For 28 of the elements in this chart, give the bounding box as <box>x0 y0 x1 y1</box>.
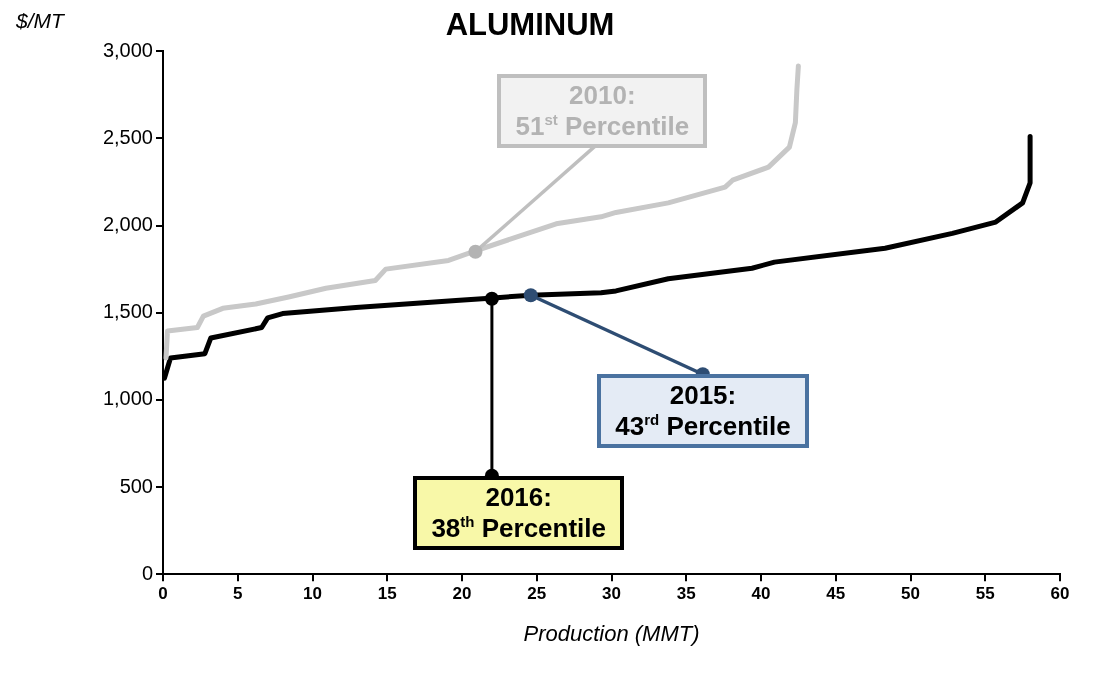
x-tick-label: 10 <box>303 584 322 604</box>
y-tick-label: 2,000 <box>102 213 153 236</box>
x-tick-label: 30 <box>602 584 621 604</box>
y-tick-label: 0 <box>141 561 153 584</box>
x-tick-label: 0 <box>158 584 168 604</box>
y-tick-label: 500 <box>119 474 153 497</box>
x-axis-title: Production (MMT) <box>523 620 700 646</box>
y-tick-label: 2,500 <box>102 125 153 148</box>
x-tick-label: 50 <box>901 584 920 604</box>
callout-box: 2010: 51$^{st}$ Percentile <box>497 73 708 148</box>
point <box>484 291 499 306</box>
callout-box: 2016: 38$^{th}$ Percentile <box>413 475 624 550</box>
x-tick-label: 5 <box>233 584 243 604</box>
callout-box: 2015: 43$^{rd}$ Percentile <box>597 374 809 449</box>
x-tick-label: 20 <box>452 584 472 604</box>
x-tick-label: 60 <box>1050 584 1070 604</box>
x-tick-label: 45 <box>826 584 846 604</box>
y-tick-label: 1,000 <box>102 387 153 410</box>
y-tick-label: 3,000 <box>102 38 153 61</box>
x-tick-label: 35 <box>676 584 696 604</box>
x-tick-label: 55 <box>975 584 995 604</box>
chart-title: ALUMINUM <box>445 7 615 43</box>
y-axis-title: $/MT <box>15 8 67 32</box>
y-tick-label: 1,500 <box>102 300 153 323</box>
x-tick-label: 15 <box>377 584 397 604</box>
x-tick-label: 25 <box>527 584 547 604</box>
x-tick-label: 40 <box>751 584 771 604</box>
point <box>468 244 483 259</box>
